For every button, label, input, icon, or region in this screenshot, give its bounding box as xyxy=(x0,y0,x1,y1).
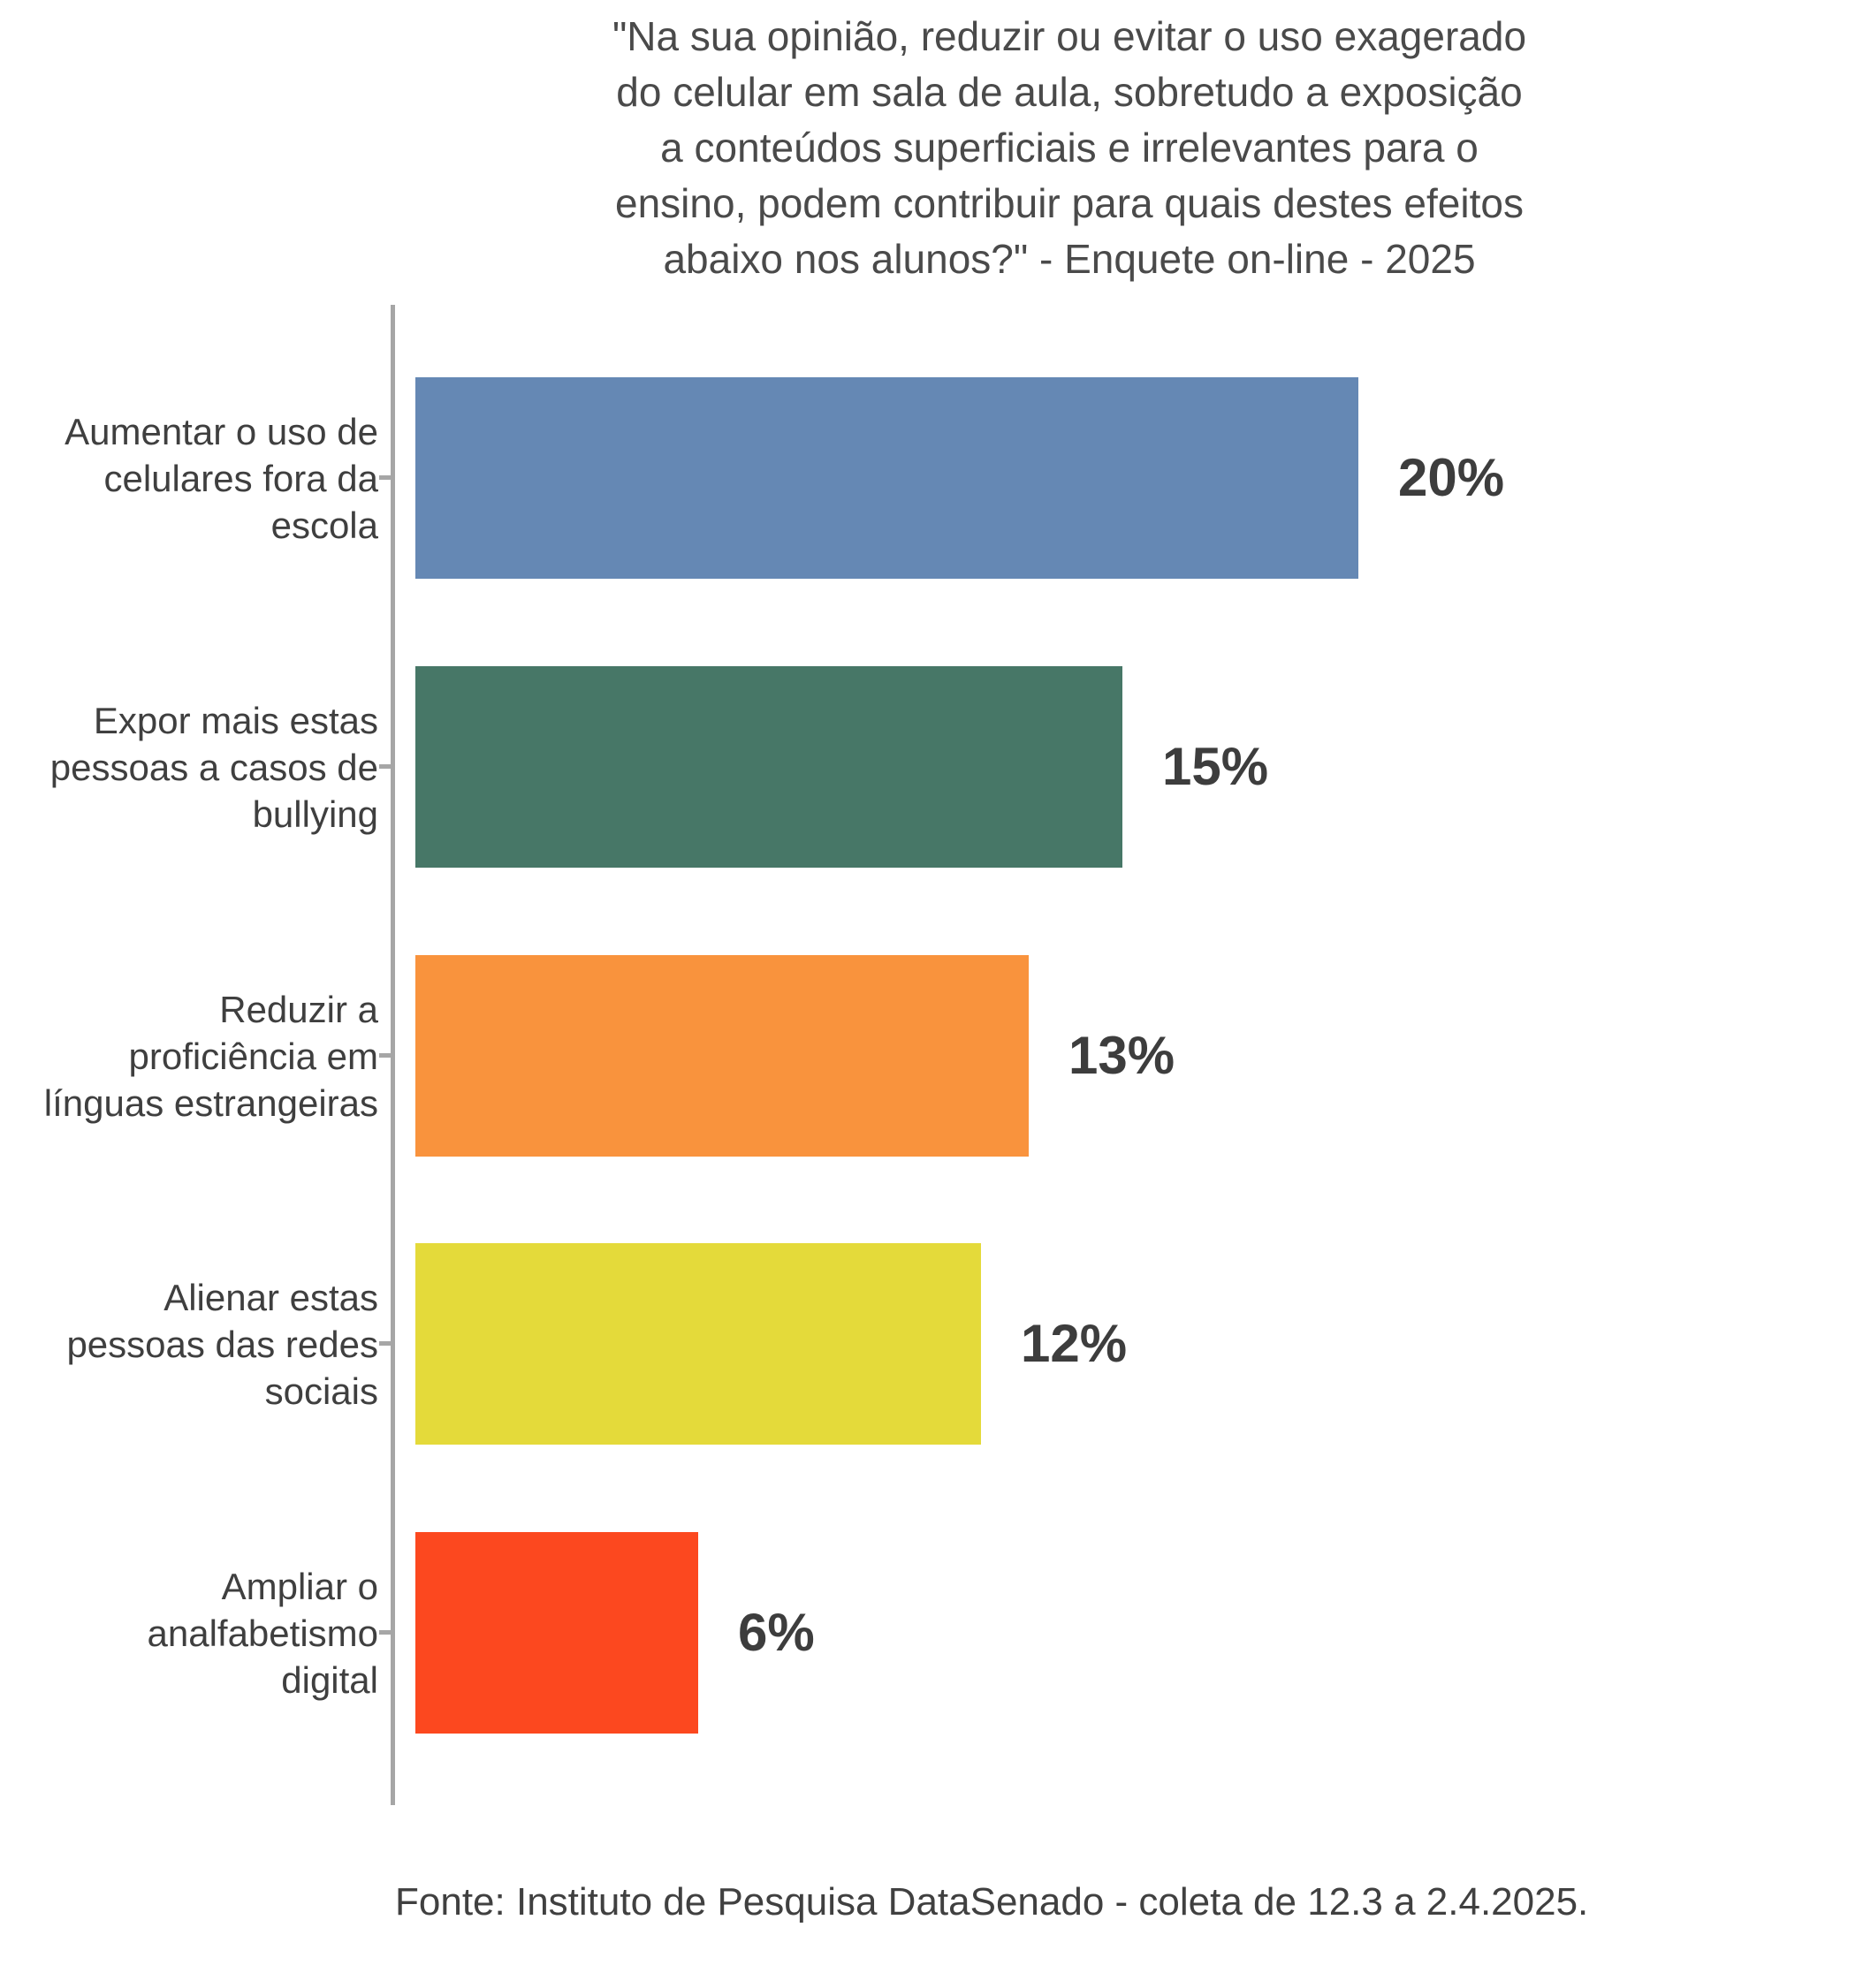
bar-row: Reduzir a proficiência em línguas estran… xyxy=(0,955,1863,1157)
value-label: 20% xyxy=(1398,448,1505,507)
value-label: 6% xyxy=(738,1603,815,1662)
bar xyxy=(415,1532,698,1734)
bar-row: Ampliar o analfabetismo digital 6% xyxy=(0,1532,1863,1734)
chart-title: "Na sua opinião, reduzir ou evitar o uso… xyxy=(612,13,1527,282)
category-label: Reduzir a proficiência em línguas estran… xyxy=(43,988,378,1124)
value-label: 15% xyxy=(1162,737,1269,796)
category-label: Alienar estas pessoas das redes sociais xyxy=(66,1276,378,1412)
bar xyxy=(415,1243,981,1445)
category-label: Aumentar o uso de celulares fora da esco… xyxy=(65,410,378,546)
bar xyxy=(415,955,1029,1157)
value-label: 13% xyxy=(1068,1026,1175,1085)
bar-row: Alienar estas pessoas das redes sociais 1… xyxy=(0,1243,1863,1445)
bar-row: Aumentar o uso de celulares fora da esco… xyxy=(0,377,1863,579)
source-note: Fonte: Instituto de Pesquisa DataSenado … xyxy=(395,1880,1589,1924)
method-note: Nota: Questão de resposta múltipla, ou s… xyxy=(395,1979,1827,1988)
y-axis-line xyxy=(391,305,395,1805)
category-label: Ampliar o analfabetismo digital xyxy=(147,1565,379,1701)
value-label: 12% xyxy=(1021,1314,1128,1373)
axis-tick-mark xyxy=(379,1630,392,1635)
chart-footnotes: Fonte: Instituto de Pesquisa DataSenado … xyxy=(395,1825,1827,1988)
axis-tick-mark xyxy=(379,1053,392,1058)
category-label: Expor mais estas pessoas a casos de bull… xyxy=(49,699,378,835)
axis-tick-mark xyxy=(379,764,392,769)
bar xyxy=(415,377,1358,579)
bar-row: Expor mais estas pessoas a casos de bull… xyxy=(0,666,1863,868)
axis-tick-mark xyxy=(379,475,392,480)
bar xyxy=(415,666,1122,868)
axis-tick-mark xyxy=(379,1341,392,1346)
